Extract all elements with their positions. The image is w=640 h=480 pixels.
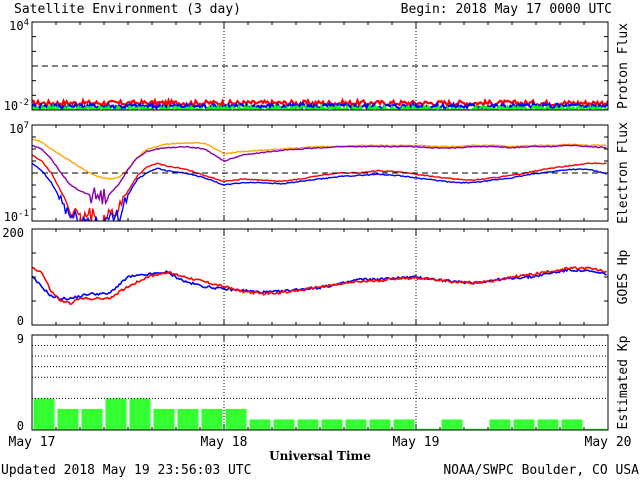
kp-bar: [129, 398, 151, 430]
proton-frame: [31, 21, 609, 111]
kp-plot-area: [33, 398, 607, 430]
electron-series-purple: [32, 144, 607, 206]
kp-y-tick-label: 9: [17, 332, 24, 346]
x-tick-label: May 18: [201, 435, 248, 450]
proton-series-red: [32, 96, 608, 110]
kp-bar: [465, 428, 487, 430]
kp-bar: [561, 419, 583, 430]
begin-time: Begin: 2018 May 17 0000 UTC: [401, 2, 612, 17]
proton-panel-label: Proton Flux: [616, 23, 631, 109]
electron-series-red: [32, 154, 607, 221]
electron-series-blue: [32, 162, 607, 221]
kp-bar: [153, 408, 175, 430]
x-tick-label: May 19: [393, 435, 440, 450]
hp-plot-area: [32, 266, 607, 306]
kp-bar: [393, 419, 415, 430]
kp-bar: [441, 419, 463, 430]
hp-y-tick-label: 0: [17, 314, 24, 328]
electron-plot-area: [32, 138, 607, 221]
electron-y-tick-label: 107: [9, 121, 29, 136]
hp-panel-label: GOES Hp: [616, 249, 631, 304]
kp-panel-label: Estimated Kp: [616, 335, 631, 429]
kp-bar: [225, 408, 247, 430]
hp-frame: [31, 228, 609, 326]
chart-title: Satellite Environment (3 day): [14, 2, 241, 17]
proton-y-tick-label: 104: [9, 18, 29, 33]
kp-bar: [273, 419, 295, 430]
kp-bar: [177, 408, 199, 430]
kp-bar: [513, 419, 535, 430]
proton-series-blue: [32, 100, 608, 110]
hp-series-red: [32, 266, 607, 306]
x-tick-label: May 20: [585, 435, 632, 450]
x-tick-label: May 17: [9, 435, 56, 450]
kp-bar: [297, 419, 319, 430]
electron-frame: [31, 124, 609, 222]
credit-label: NOAA/SWPC Boulder, CO USA: [443, 463, 639, 478]
electron-panel-label: Electron Flux: [616, 122, 631, 224]
hp-series-blue: [32, 268, 607, 301]
electron-y-tick-label: 10-1: [4, 209, 29, 224]
x-axis-title: Universal Time: [269, 449, 371, 463]
kp-bar: [369, 419, 391, 430]
kp-bar: [105, 398, 127, 430]
electron-series-orange: [32, 138, 607, 181]
kp-bar: [249, 419, 271, 430]
updated-timestamp: Updated 2018 May 19 23:56:03 UTC: [1, 463, 251, 478]
kp-frame: [31, 334, 609, 431]
hp-y-tick-label: 200: [2, 226, 24, 240]
kp-bar: [57, 408, 79, 430]
kp-bar: [321, 419, 343, 430]
kp-bar: [585, 428, 607, 430]
kp-bar: [81, 408, 103, 430]
kp-y-tick-label: 0: [17, 419, 24, 433]
kp-bar: [537, 419, 559, 430]
kp-bar: [345, 419, 367, 430]
kp-bar: [33, 398, 55, 430]
kp-bar: [201, 408, 223, 430]
kp-bar: [489, 419, 511, 430]
kp-bar: [417, 428, 439, 430]
proton-y-tick-label: 10-2: [4, 98, 29, 113]
